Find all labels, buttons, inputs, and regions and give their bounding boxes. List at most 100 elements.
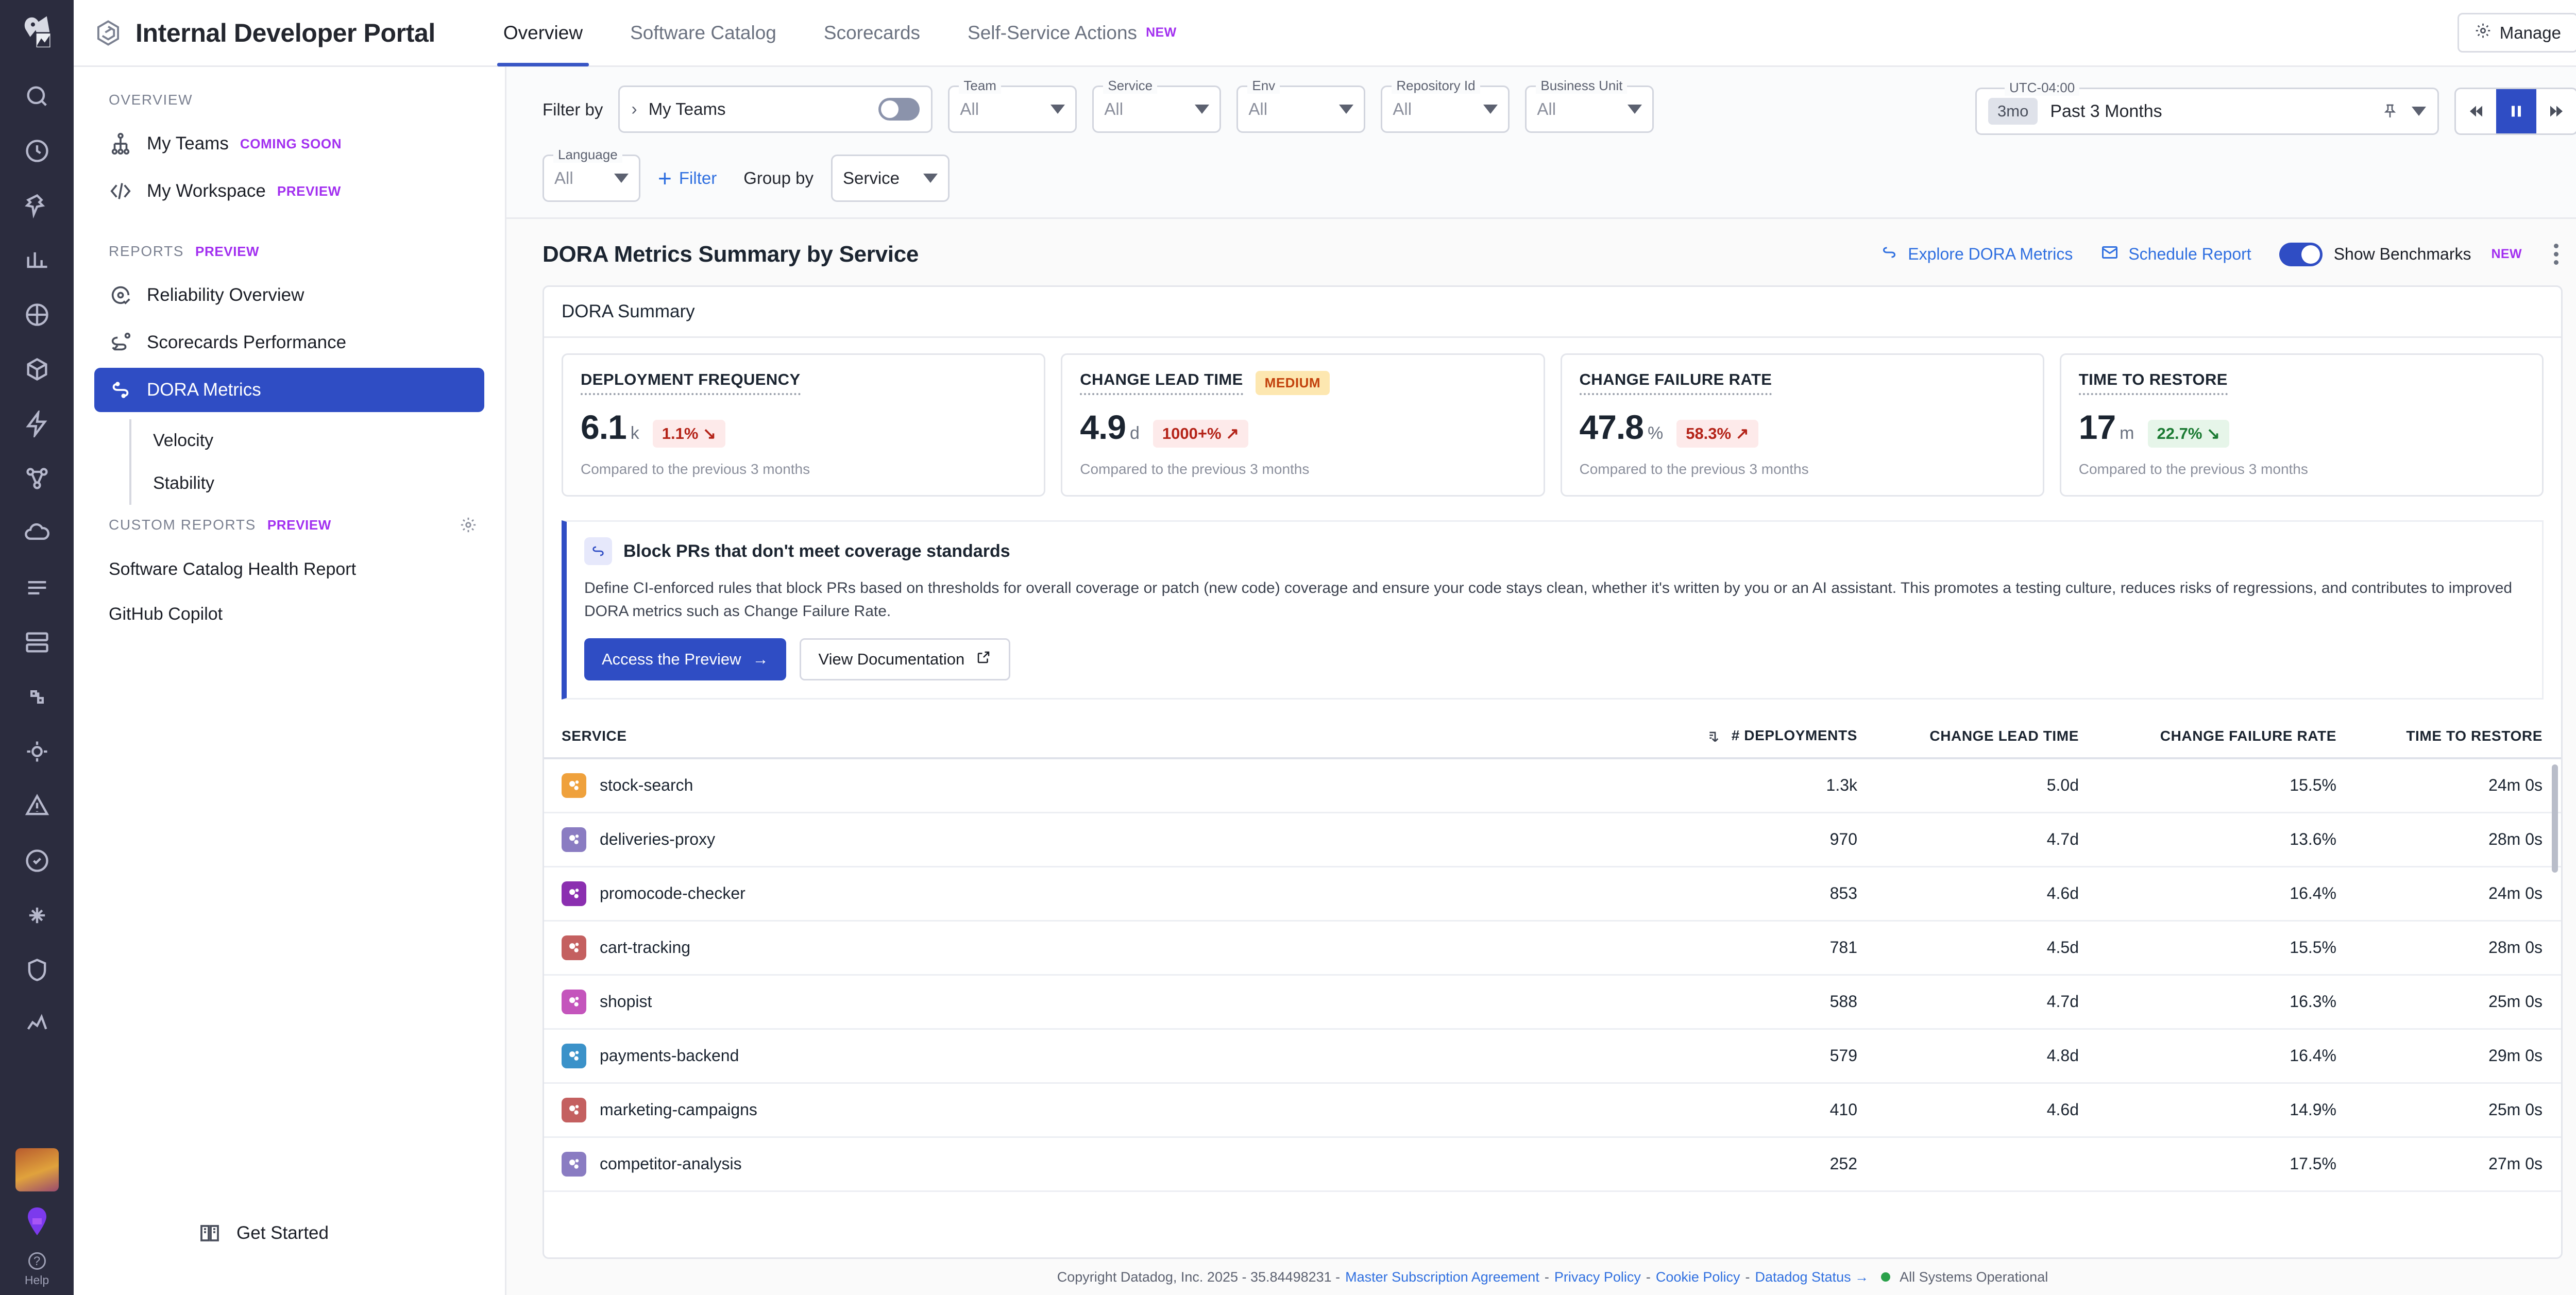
cloudcraft-icon[interactable] [0, 506, 74, 560]
kpi-header: CHANGE FAILURE RATE [1579, 370, 2025, 395]
apm-icon[interactable] [0, 287, 74, 342]
step-forward-icon[interactable] [2536, 89, 2576, 133]
my-teams-toggle[interactable] [878, 98, 920, 121]
kpi-header: TIME TO RESTORE [2078, 370, 2524, 395]
kpi-change-lead-time[interactable]: CHANGE LEAD TIME MEDIUM 4.9 d 1000+% ↗ C… [1061, 353, 1545, 497]
select-language[interactable]: Language All [543, 147, 640, 202]
help-button[interactable]: ? Help [0, 1252, 74, 1288]
section-badge: PREVIEW [267, 517, 331, 533]
step-back-icon[interactable] [2456, 89, 2496, 133]
cell-service: cart-tracking [544, 921, 1670, 976]
footer-link-cookie[interactable]: Cookie Policy [1655, 1269, 1740, 1285]
table-scrollbar[interactable] [2552, 764, 2558, 873]
my-teams-filter[interactable]: › My Teams [618, 86, 933, 133]
add-filter-button[interactable]: + Filter [658, 166, 717, 190]
sidebar-subitem-stability[interactable]: Stability [153, 473, 215, 493]
cell-time-to-restore: 27m 0s [2355, 1137, 2561, 1192]
sidebar-item-my-workspace[interactable]: My Workspace PREVIEW [94, 169, 484, 213]
select-service[interactable]: Service All [1092, 78, 1222, 133]
external-link-icon [976, 650, 991, 669]
watchdog-icon[interactable] [0, 724, 74, 779]
infrastructure-icon[interactable] [0, 615, 74, 670]
security-icon[interactable] [0, 943, 74, 997]
network-icon[interactable] [0, 451, 74, 506]
footer-link-msa[interactable]: Master Subscription Agreement [1345, 1269, 1539, 1285]
datadog-logo-icon[interactable] [15, 9, 59, 54]
more-options-icon[interactable] [2550, 240, 2563, 269]
pin-icon[interactable] [2382, 103, 2398, 120]
sidebar-item-dora-metrics[interactable]: DORA Metrics [94, 368, 484, 412]
select-env[interactable]: Env All [1236, 78, 1366, 133]
table-row[interactable]: shopist 588 4.7d 16.3% 25m 0s [544, 975, 2561, 1030]
dora-icon [1880, 243, 1899, 266]
cell-time-to-restore: 29m 0s [2355, 1029, 2561, 1084]
sidebar-item-my-teams[interactable]: My Teams COMING SOON [94, 122, 484, 166]
sidebar-item-reliability-overview[interactable]: Reliability Overview [94, 273, 484, 317]
col-deployments[interactable]: # DEPLOYMENTS [1670, 715, 1876, 759]
select-business-unit[interactable]: Business Unit All [1525, 78, 1654, 133]
sidebar-item-software-catalog-health-report[interactable]: Software Catalog Health Report [109, 559, 357, 579]
tab-overview[interactable]: Overview [480, 0, 606, 66]
datadog-mark-icon[interactable] [19, 1203, 56, 1240]
kpi-change-failure-rate[interactable]: CHANGE FAILURE RATE 47.8 % 58.3% ↗ Compa… [1560, 353, 2044, 497]
footer-link-status[interactable]: Datadog Status → [1755, 1269, 1869, 1285]
manage-button[interactable]: Manage [2457, 13, 2576, 53]
chevron-right-icon: › [631, 99, 637, 119]
tab-scorecards[interactable]: Scorecards [800, 0, 944, 66]
time-range-picker[interactable]: UTC-04:00 3mo Past 3 Months [1975, 80, 2439, 135]
kpi-delta: 1000+% ↗ [1153, 420, 1249, 448]
gear-icon[interactable] [460, 516, 477, 534]
pin-icon[interactable] [0, 178, 74, 233]
page-footer: Copyright Datadog, Inc. 2025 - 35.844982… [506, 1259, 2576, 1295]
col-change-failure-rate[interactable]: CHANGE FAILURE RATE [2097, 715, 2355, 759]
service-name: shopist [600, 992, 652, 1011]
col-change-lead-time[interactable]: CHANGE LEAD TIME [1876, 715, 2097, 759]
col-service[interactable]: SERVICE [544, 715, 1670, 759]
table-row[interactable]: cart-tracking 781 4.5d 15.5% 28m 0s [544, 921, 2561, 976]
select-group-by[interactable]: Service [831, 155, 950, 202]
sidebar-item-github-copilot[interactable]: GitHub Copilot [109, 604, 223, 624]
access-the-preview-button[interactable]: Access the Preview → [584, 638, 786, 680]
schedule-report-link[interactable]: Schedule Report [2100, 243, 2251, 266]
col-time-to-restore[interactable]: TIME TO RESTORE [2355, 715, 2561, 759]
error-tracking-icon[interactable] [0, 779, 74, 833]
integrations-icon[interactable] [0, 670, 74, 724]
tab-self-service-actions[interactable]: Self-Service Actions NEW [944, 0, 1200, 66]
kpi-deployment-frequency[interactable]: DEPLOYMENT FREQUENCY 6.1 k 1.1% ↘ Compar… [562, 353, 1046, 497]
footer-link-privacy[interactable]: Privacy Policy [1554, 1269, 1641, 1285]
select-team[interactable]: Team All [948, 78, 1077, 133]
events-icon[interactable] [0, 397, 74, 451]
apps-icon[interactable] [0, 888, 74, 943]
table-row[interactable]: stock-search 1.3k 5.0d 15.5% 24m 0s [544, 758, 2561, 813]
table-row[interactable]: competitor-analysis 252 17.5% 27m 0s [544, 1137, 2561, 1192]
cube-icon[interactable] [0, 342, 74, 397]
pause-icon[interactable] [2496, 89, 2536, 133]
synthetics-icon[interactable] [0, 997, 74, 1052]
explore-dora-metrics-link[interactable]: Explore DORA Metrics [1880, 243, 2073, 266]
sidebar-subitem-velocity[interactable]: Velocity [153, 431, 214, 450]
table-row[interactable]: marketing-campaigns 410 4.6d 14.9% 25m 0s [544, 1083, 2561, 1138]
kpi-title: DEPLOYMENT FREQUENCY [581, 370, 801, 395]
search-icon[interactable] [0, 69, 74, 124]
tab-software-catalog[interactable]: Software Catalog [606, 0, 800, 66]
table-row[interactable]: promocode-checker 853 4.6d 16.4% 24m 0s [544, 866, 2561, 922]
sidebar-item-scorecards-performance[interactable]: Scorecards Performance [94, 320, 484, 365]
history-icon[interactable] [0, 124, 74, 178]
logs-icon[interactable] [0, 560, 74, 615]
timezone-label: UTC-04:00 [2005, 80, 2080, 96]
dashboards-icon[interactable] [0, 233, 74, 287]
table-row[interactable]: deliveries-proxy 970 4.7d 13.6% 28m 0s [544, 812, 2561, 867]
view-documentation-button[interactable]: View Documentation [799, 638, 1011, 680]
ci-icon[interactable] [0, 833, 74, 888]
select-repository-id[interactable]: Repository Id All [1381, 78, 1510, 133]
table-row[interactable]: payments-backend 579 4.8d 16.4% 29m 0s [544, 1029, 2561, 1084]
tab-label: Self-Service Actions [968, 22, 1138, 43]
avatar[interactable] [15, 1148, 59, 1192]
page-title: Internal Developer Portal [135, 18, 435, 47]
kpi-time-to-restore[interactable]: TIME TO RESTORE 17 m 22.7% ↘ Compared to… [2059, 353, 2544, 497]
panel-header: DORA Metrics Summary by Service Explore … [506, 219, 2576, 285]
table-header-row: SERVICE # DEPLOYMENTS CHANGE LEAD TIME C… [544, 715, 2561, 759]
get-started-button[interactable]: Get Started [74, 1221, 506, 1246]
show-benchmarks-toggle[interactable] [2279, 242, 2323, 266]
org-tree-icon [109, 132, 132, 156]
